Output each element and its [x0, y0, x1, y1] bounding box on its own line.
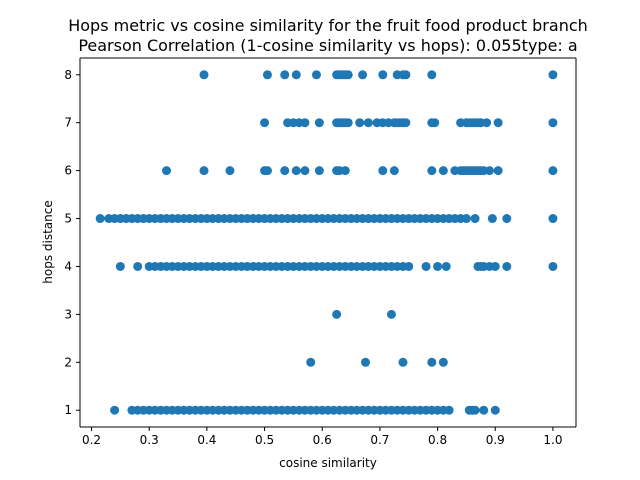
- data-point: [401, 118, 411, 128]
- data-point: [487, 214, 497, 224]
- data-point: [115, 261, 125, 271]
- data-point: [398, 357, 408, 367]
- data-point: [291, 166, 301, 176]
- x-tick-label: 0.2: [82, 433, 101, 447]
- data-point: [430, 118, 440, 128]
- y-tick-label: 8: [64, 68, 72, 82]
- data-point: [548, 70, 558, 80]
- data-point: [404, 261, 414, 271]
- y-tick-label: 6: [64, 164, 72, 178]
- data-point: [262, 166, 272, 176]
- data-point: [314, 118, 324, 128]
- data-point: [427, 357, 437, 367]
- data-points: [95, 70, 558, 415]
- y-tick-label: 5: [64, 212, 72, 226]
- data-point: [378, 166, 388, 176]
- data-point: [493, 118, 503, 128]
- data-point: [162, 166, 172, 176]
- data-point: [358, 70, 368, 80]
- x-tick-label: 1.0: [543, 433, 562, 447]
- data-point: [291, 70, 301, 80]
- data-point: [470, 405, 480, 415]
- data-point: [110, 405, 120, 415]
- data-point: [548, 261, 558, 271]
- x-tick-label: 0.4: [197, 433, 216, 447]
- data-point: [484, 166, 494, 176]
- data-point: [490, 261, 500, 271]
- data-point: [225, 166, 235, 176]
- x-tick-label: 0.9: [486, 433, 505, 447]
- data-point: [502, 261, 512, 271]
- data-point: [441, 261, 451, 271]
- y-tick-label: 4: [64, 259, 72, 273]
- data-point: [360, 357, 370, 367]
- data-point: [479, 405, 489, 415]
- data-point: [438, 166, 448, 176]
- data-point: [493, 166, 503, 176]
- y-tick-label: 1: [64, 403, 72, 417]
- data-point: [95, 214, 105, 224]
- data-point: [199, 70, 209, 80]
- data-point: [438, 357, 448, 367]
- data-point: [548, 166, 558, 176]
- data-point: [433, 261, 443, 271]
- data-point: [355, 118, 365, 128]
- data-point: [133, 261, 143, 271]
- data-point: [427, 70, 437, 80]
- x-tick-label: 0.7: [370, 433, 389, 447]
- data-point: [444, 405, 454, 415]
- x-axis-label: cosine similarity: [279, 456, 377, 470]
- data-point: [340, 166, 350, 176]
- y-axis-label: hops distance: [41, 200, 55, 283]
- data-point: [482, 118, 492, 128]
- data-point: [280, 70, 290, 80]
- data-point: [300, 118, 310, 128]
- data-point: [311, 70, 321, 80]
- x-axis-ticks: 0.2 0.3 0.4 0.5 0.6 0.7 0.8 0.9 1.0: [82, 427, 562, 447]
- data-point: [389, 166, 399, 176]
- chart-title-line-2: Pearson Correlation (1-cosine similarity…: [78, 36, 577, 55]
- data-point: [548, 118, 558, 128]
- data-point: [306, 357, 316, 367]
- data-point: [332, 309, 342, 319]
- chart-title-line-1: Hops metric vs cosine similarity for the…: [68, 16, 588, 35]
- data-point: [502, 214, 512, 224]
- y-tick-label: 3: [64, 307, 72, 321]
- data-point: [401, 70, 411, 80]
- data-point: [314, 166, 324, 176]
- data-point: [343, 118, 353, 128]
- data-point: [343, 70, 353, 80]
- data-point: [363, 118, 373, 128]
- x-tick-label: 0.8: [428, 433, 447, 447]
- y-tick-label: 7: [64, 116, 72, 130]
- data-point: [421, 261, 431, 271]
- y-tick-label: 2: [64, 355, 72, 369]
- x-tick-label: 0.6: [313, 433, 332, 447]
- data-point: [461, 214, 471, 224]
- x-tick-label: 0.3: [140, 433, 159, 447]
- data-point: [427, 166, 437, 176]
- data-point: [548, 214, 558, 224]
- data-point: [199, 166, 209, 176]
- data-point: [386, 309, 396, 319]
- data-point: [378, 70, 388, 80]
- x-tick-label: 0.5: [255, 433, 274, 447]
- data-point: [262, 70, 272, 80]
- data-point: [490, 405, 500, 415]
- data-point: [300, 166, 310, 176]
- y-axis-ticks: 1 2 3 4 5 6 7 8: [64, 68, 80, 417]
- axes-frame: [79, 57, 577, 428]
- data-point: [470, 214, 480, 224]
- plot-area: [80, 58, 576, 427]
- data-point: [280, 166, 290, 176]
- data-point: [260, 118, 270, 128]
